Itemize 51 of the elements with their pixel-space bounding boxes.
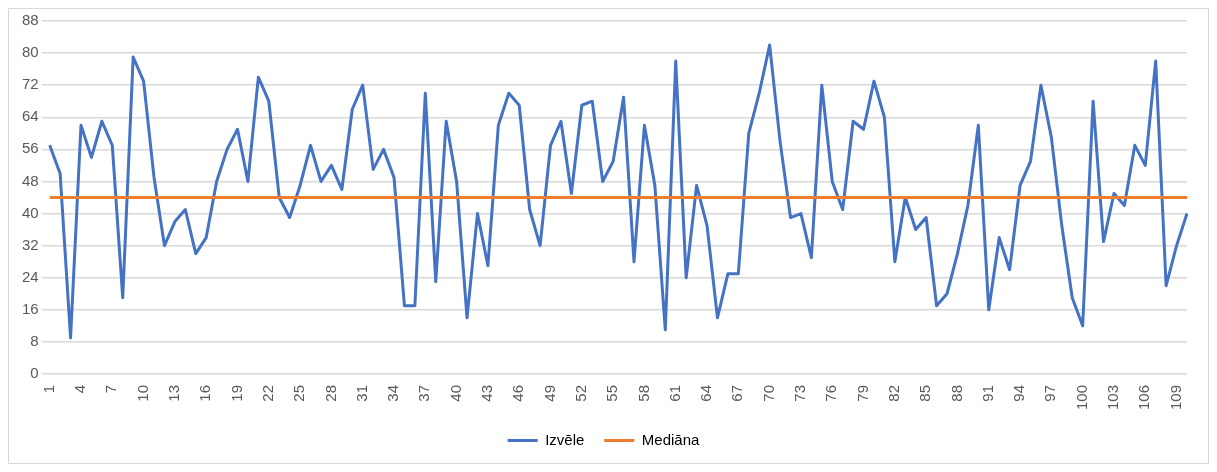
x-tick-label: 91 bbox=[978, 384, 996, 402]
x-tick-label: 19 bbox=[227, 384, 245, 402]
x-tick-label: 34 bbox=[384, 384, 402, 402]
x-tick-label: 70 bbox=[759, 384, 777, 402]
x-tick-label: 13 bbox=[165, 384, 183, 402]
x-tick-label: 43 bbox=[478, 384, 496, 402]
y-tick-label: 72 bbox=[22, 75, 39, 93]
y-tick-label: 40 bbox=[22, 203, 39, 221]
x-tick-label: 22 bbox=[258, 384, 276, 402]
x-tick-label: 61 bbox=[665, 384, 683, 402]
y-tick-label: 24 bbox=[22, 267, 39, 285]
x-tick-label: 40 bbox=[446, 384, 464, 402]
x-tick-label: 85 bbox=[916, 384, 934, 402]
x-tick-label: 73 bbox=[791, 384, 809, 402]
x-tick-label: 100 bbox=[1072, 384, 1090, 410]
x-tick-label: 46 bbox=[509, 384, 527, 402]
x-tick-label: 64 bbox=[697, 384, 715, 402]
x-tick-label: 1 bbox=[39, 384, 57, 394]
x-tick-label: 76 bbox=[822, 384, 840, 402]
y-tick-label: 88 bbox=[22, 11, 39, 29]
x-tick-label: 82 bbox=[884, 384, 902, 402]
y-tick-label: 56 bbox=[22, 139, 39, 157]
x-tick-label: 28 bbox=[321, 384, 339, 402]
x-tick-label: 94 bbox=[1010, 384, 1028, 402]
x-tick-label: 16 bbox=[196, 384, 214, 402]
y-tick-label: 80 bbox=[22, 43, 39, 61]
x-tick-label: 67 bbox=[728, 384, 746, 402]
y-tick-label: 8 bbox=[30, 332, 39, 350]
y-tick-label: 48 bbox=[22, 171, 39, 189]
y-tick-label: 16 bbox=[22, 299, 39, 317]
x-tick-label: 79 bbox=[853, 384, 871, 402]
x-tick-label: 31 bbox=[352, 384, 370, 402]
x-tick-label: 97 bbox=[1041, 384, 1059, 402]
x-tick-label: 106 bbox=[1135, 384, 1153, 410]
x-tick-label: 4 bbox=[71, 384, 89, 394]
x-tick-label: 49 bbox=[540, 384, 558, 402]
x-tick-label: 58 bbox=[634, 384, 652, 402]
y-tick-label: 64 bbox=[22, 107, 39, 125]
legend-label: Izvēle bbox=[545, 430, 585, 448]
x-tick-label: 109 bbox=[1166, 384, 1184, 410]
x-tick-label: 52 bbox=[571, 384, 589, 402]
x-tick-label: 55 bbox=[603, 384, 621, 402]
x-tick-label: 7 bbox=[102, 384, 120, 394]
x-tick-label: 88 bbox=[947, 384, 965, 402]
y-tick-label: 0 bbox=[30, 364, 39, 382]
x-tick-label: 103 bbox=[1104, 384, 1122, 410]
x-tick-label: 10 bbox=[133, 384, 151, 402]
x-tick-label: 37 bbox=[415, 384, 433, 402]
legend-label: Mediāna bbox=[641, 430, 701, 448]
y-tick-label: 32 bbox=[22, 235, 39, 253]
x-tick-label: 25 bbox=[290, 384, 308, 402]
